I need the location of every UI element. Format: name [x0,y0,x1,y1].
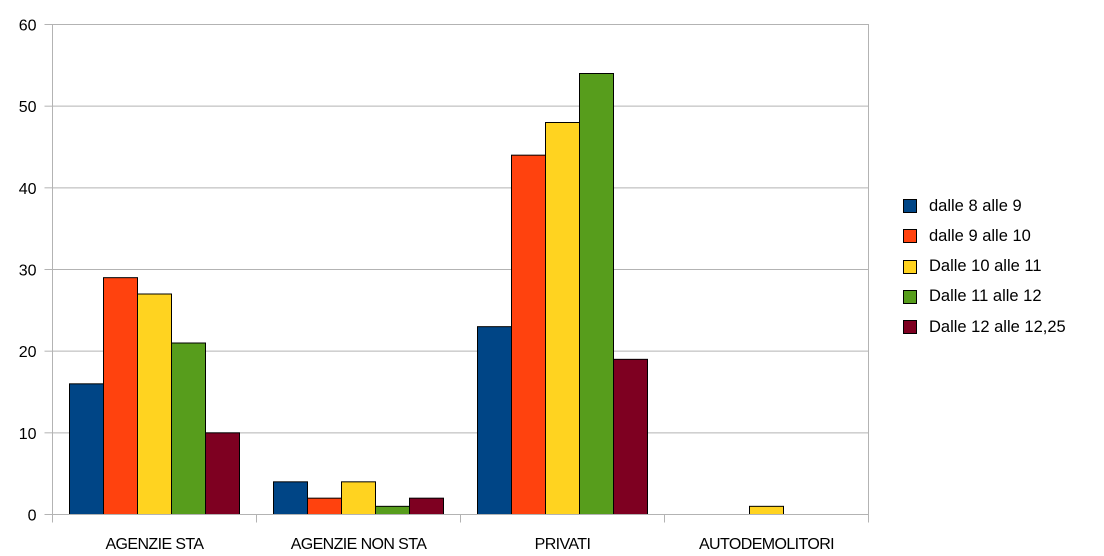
bar-autodemolitori-series-3 [749,505,784,516]
y-tick-label: 50 [19,99,37,116]
y-tick-label: 40 [19,181,37,198]
x-category-label: AUTODEMOLITORI [699,536,834,553]
legend-label: dalle 9 alle 10 [929,226,1031,245]
y-tick-label: 0 [28,508,37,525]
legend-item: Dalle 12 alle 12,25 [903,317,1066,337]
x-category-label: AGENZIE STA [105,536,204,553]
bar-privati-series-2 [511,154,546,516]
y-tick-label: 10 [19,426,37,443]
y-axis-ticks: 0 10 20 30 40 50 60 [19,18,53,525]
bar-agenzie-sta-series-5 [205,432,240,516]
y-tick-label: 30 [19,263,37,280]
legend-swatch [903,320,917,335]
y-tick-label: 60 [19,18,37,35]
bar-privati-series-5 [613,358,648,516]
bar-agenzie-non-sta-series-3 [341,481,376,516]
x-axis-categories: AGENZIE STA AGENZIE NON STA PRIVATI AUTODEM… [52,514,869,553]
bar-agenzie-sta-series-2 [103,277,138,515]
y-tick-label: 20 [19,344,37,361]
bar-agenzie-non-sta-series-4 [375,505,410,516]
bar-agenzie-sta-series-3 [137,293,172,515]
x-category-label: AGENZIE NON STA [291,536,428,553]
legend-swatch [903,259,917,274]
legend-item: Dalle 11 alle 12 [903,287,1066,307]
legend-item: dalle 9 alle 10 [903,226,1066,246]
legend-label: Dalle 11 alle 12 [929,287,1042,306]
bar-privati-series-1 [477,326,512,515]
legend-label: Dalle 12 alle 12,25 [929,317,1066,336]
bars [69,73,784,516]
x-category-label: PRIVATI [535,536,591,553]
bar-agenzie-sta-series-4 [171,342,206,515]
legend-swatch [903,229,917,244]
legend-label: dalle 8 alle 9 [929,196,1022,215]
bar-privati-series-3 [545,122,580,515]
legend-item: dalle 8 alle 9 [903,196,1066,216]
bar-agenzie-non-sta-series-1 [273,481,308,516]
bar-privati-series-4 [579,73,614,515]
bar-agenzie-sta-series-1 [69,383,104,516]
legend-label: Dalle 10 alle 11 [929,257,1042,276]
legend-swatch [903,289,917,304]
legend: dalle 8 alle 9 dalle 9 alle 10 Dalle 10 al… [903,196,1066,347]
legend-item: Dalle 10 alle 11 [903,257,1066,277]
bar-agenzie-non-sta-series-2 [307,497,342,515]
bar-agenzie-non-sta-series-5 [409,497,444,515]
legend-swatch [903,199,917,213]
